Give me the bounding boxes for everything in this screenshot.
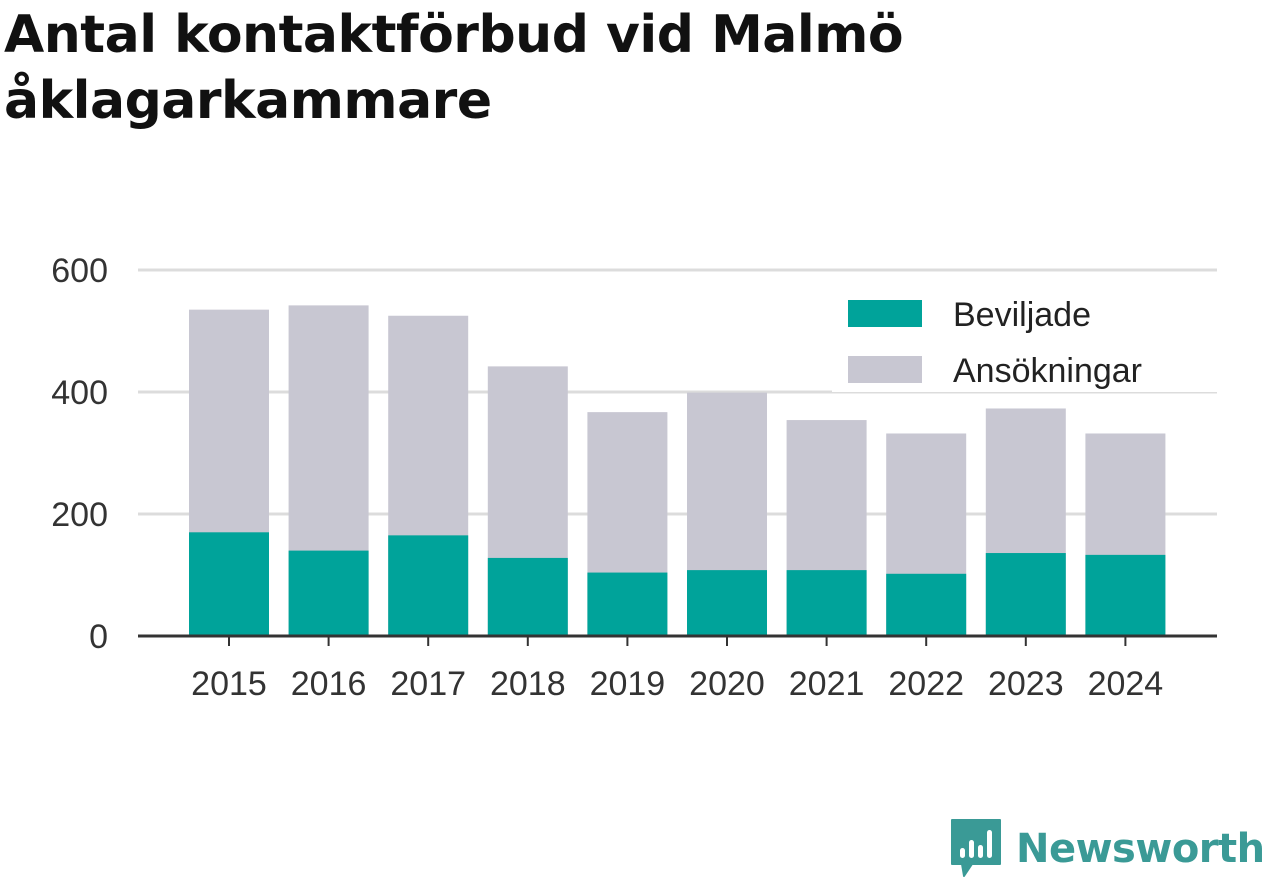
y-tick-label-600: 600 <box>51 252 108 290</box>
y-tick-label-400: 400 <box>51 374 108 412</box>
bar-beviljade-2019 <box>587 572 668 636</box>
legend-swatch-ansokningar <box>848 356 922 383</box>
legend-label-ansokningar: Ansökningar <box>953 352 1142 390</box>
bar-beviljade-2020 <box>687 570 767 636</box>
bar-beviljade-2024 <box>1085 554 1166 636</box>
y-tick-label-200: 200 <box>51 496 108 534</box>
x-axis <box>138 634 1217 646</box>
bar-beviljade-2017 <box>388 535 469 636</box>
x-tick-label-2015: 2015 <box>191 665 267 703</box>
x-tick-label-2023: 2023 <box>988 665 1064 703</box>
legend-label-beviljade: Beviljade <box>953 296 1091 334</box>
x-tick-label-2022: 2022 <box>888 665 964 703</box>
newsworthy-logo: Newsworthy <box>950 818 1262 880</box>
x-tick-label-2017: 2017 <box>390 665 466 703</box>
y-axis-tick-labels: 0 200 400 600 <box>51 252 108 656</box>
legend: Beviljade Ansökningar <box>832 288 1217 392</box>
x-tick-label-2021: 2021 <box>789 665 865 703</box>
legend-swatch-beviljade <box>848 300 922 327</box>
bar-beviljade-2018 <box>487 557 568 636</box>
x-tick-label-2020: 2020 <box>689 665 765 703</box>
bar-beviljade-2022 <box>886 573 967 636</box>
bar-beviljade-2021 <box>786 570 867 636</box>
x-axis-tick-labels: 2015 2016 2017 2018 2019 2020 2021 2022 2023 2024 <box>191 665 1163 703</box>
bar-beviljade-2015 <box>189 532 269 636</box>
y-tick-label-0: 0 <box>89 618 108 656</box>
newsworthy-wordmark: Newsworthy <box>1016 826 1262 872</box>
x-tick-label-2016: 2016 <box>291 665 367 703</box>
beviljade-bars <box>189 532 1166 636</box>
newsworthy-chart-bubble-icon <box>951 819 1001 877</box>
bar-beviljade-2023 <box>985 553 1066 636</box>
x-tick-label-2024: 2024 <box>1088 665 1164 703</box>
bar-beviljade-2016 <box>288 550 369 636</box>
x-tick-label-2018: 2018 <box>490 665 566 703</box>
chart-title: Antal kontaktförbud vid Malmö åklagarkam… <box>4 5 904 131</box>
x-tick-label-2019: 2019 <box>590 665 666 703</box>
